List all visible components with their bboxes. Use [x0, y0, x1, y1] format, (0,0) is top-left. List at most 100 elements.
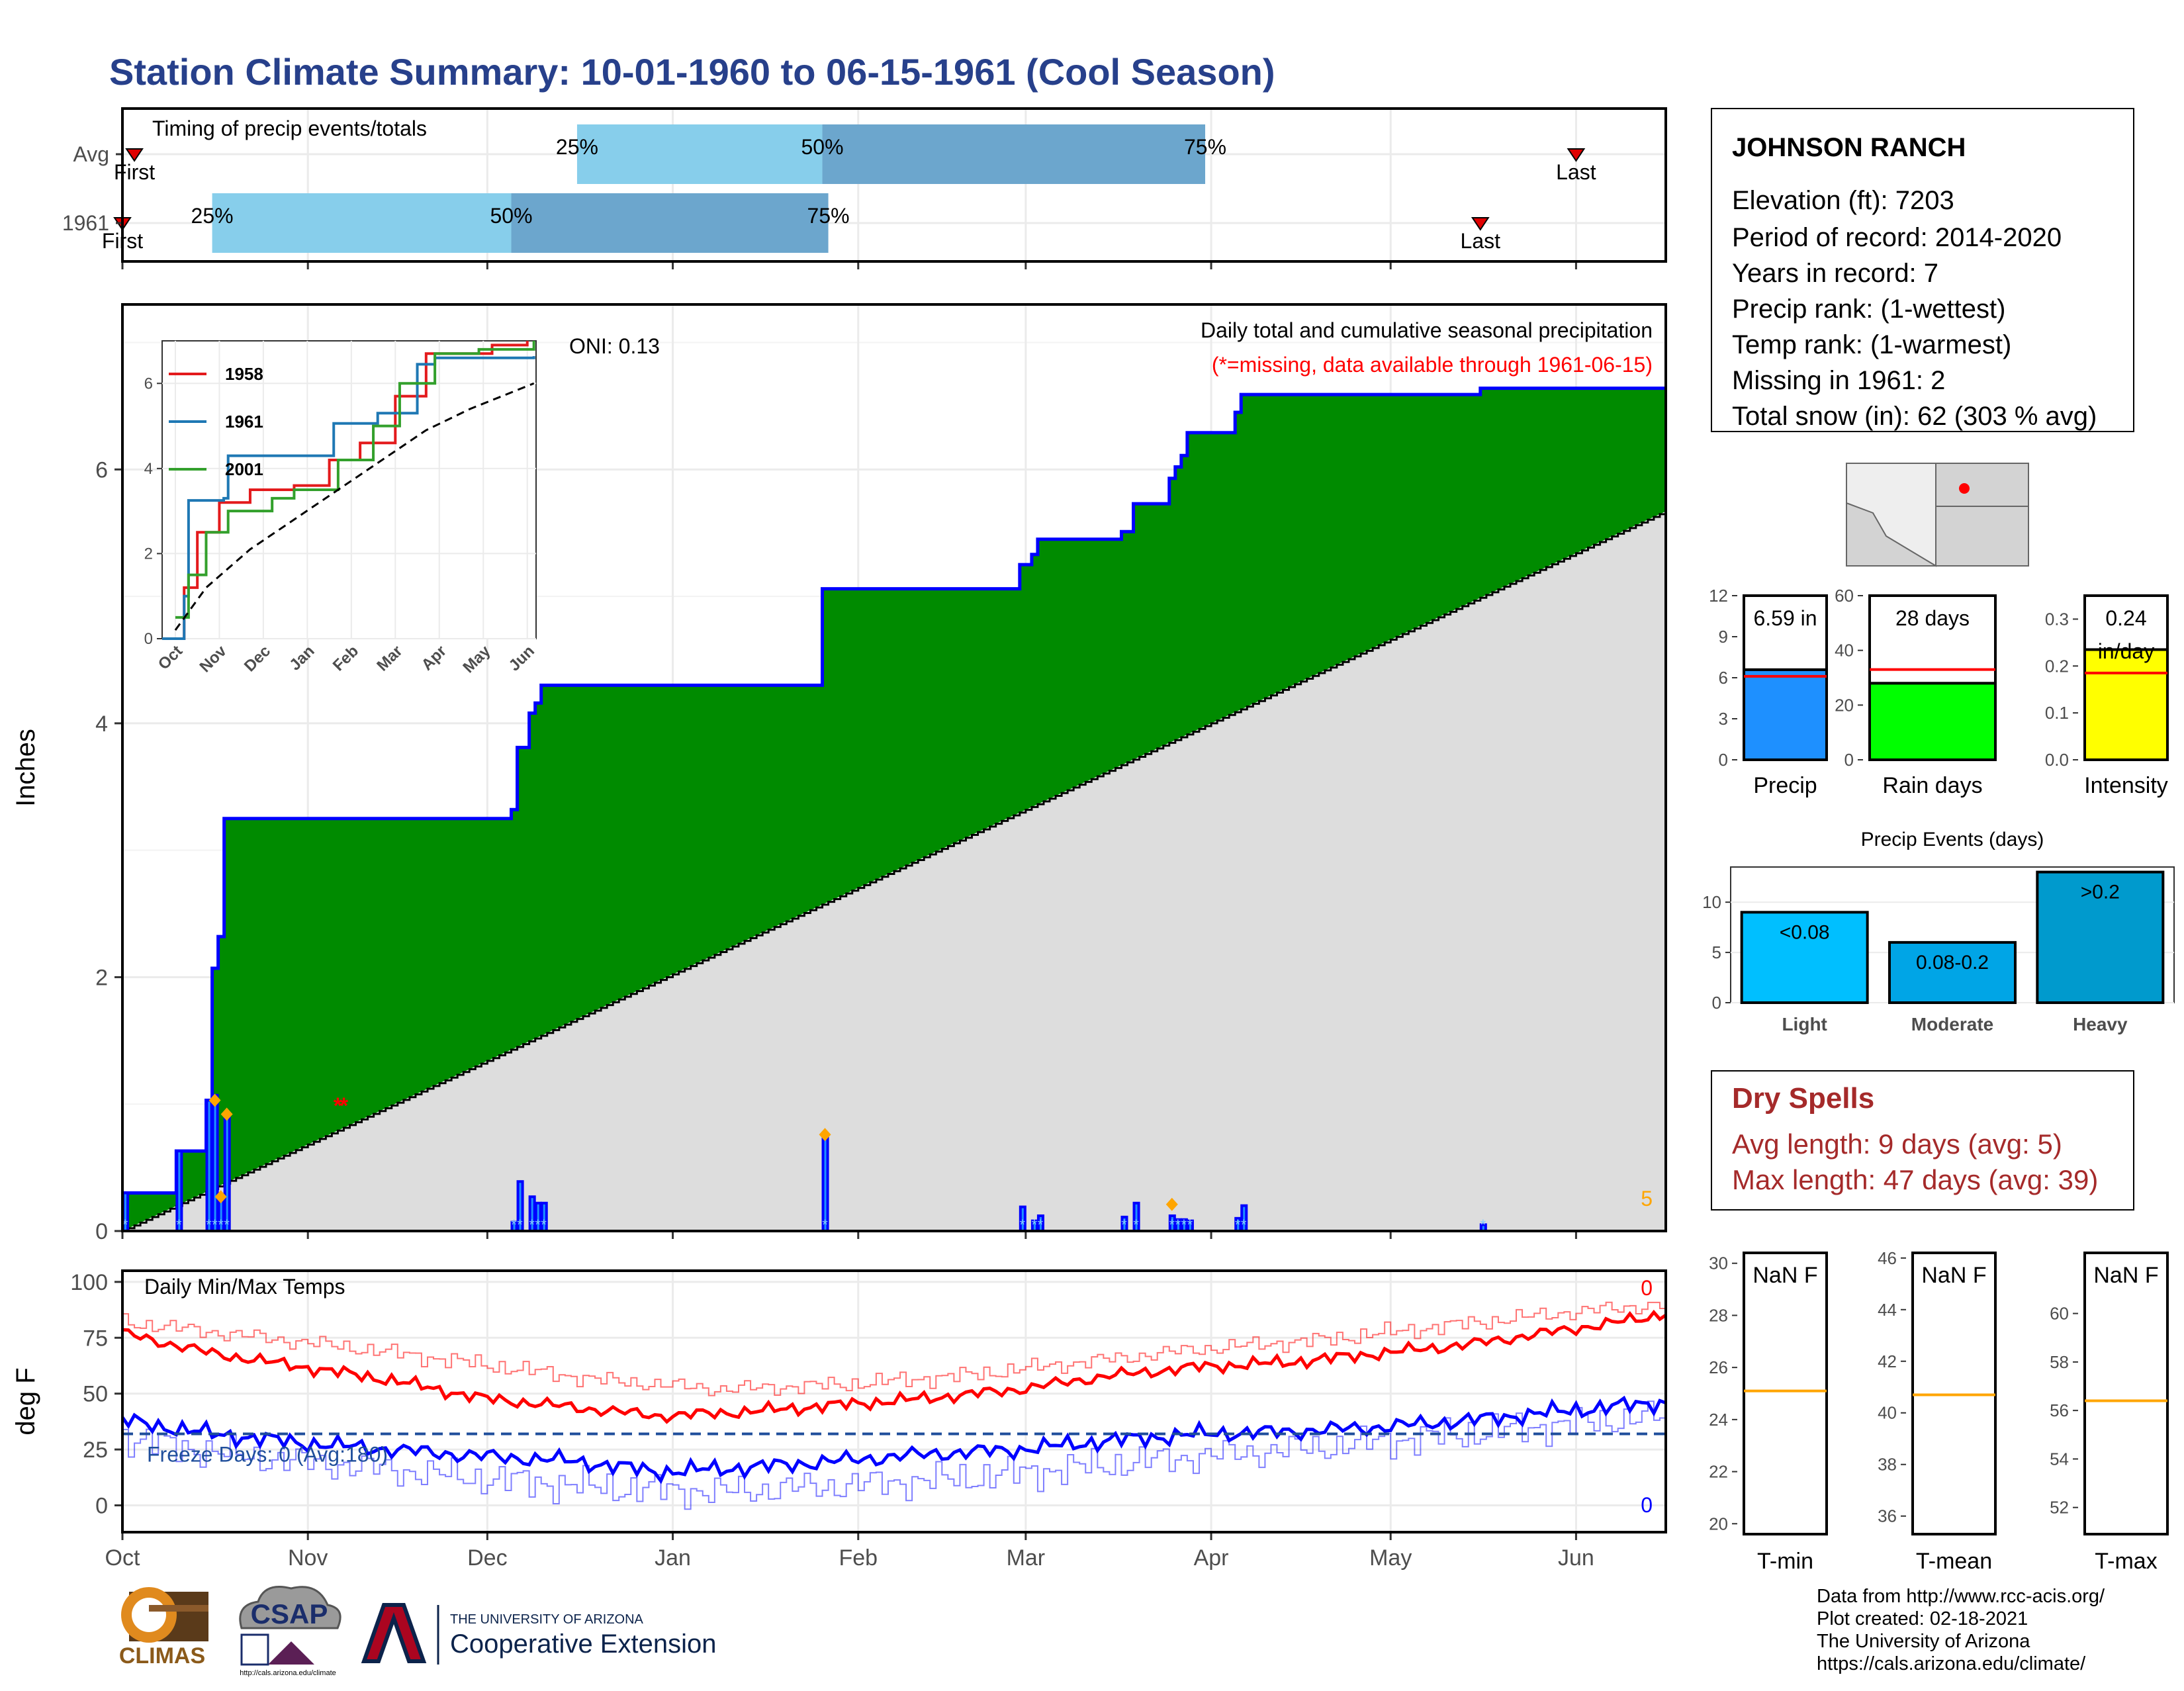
- season-bar-y-tick-label: 6: [1719, 668, 1728, 688]
- precip-events-y-tick-label: 5: [1712, 942, 1721, 962]
- temp-box-y-tick-label: 54: [2050, 1449, 2069, 1469]
- precip-events-y-tick-label: 10: [1702, 892, 1721, 912]
- station-missing: Missing in 1961: 2: [1732, 366, 1946, 395]
- station-precip-rank: Precip rank: (1-wettest): [1732, 295, 2006, 324]
- csap-wordmark: CSAP: [251, 1598, 328, 1629]
- ua-extension: Cooperative Extension: [450, 1629, 716, 1659]
- station-snow: Total snow (in): 62 (303 % avg): [1732, 402, 2097, 431]
- timing-bar-p50-p75: [511, 193, 829, 253]
- dry-spells-title: Dry Spells: [1732, 1082, 1875, 1115]
- season-bar-y-tick-label: 12: [1709, 586, 1728, 606]
- dry-spells-max: Max length: 47 days (avg: 39): [1732, 1164, 2099, 1195]
- temp-box-y-tick-label: 28: [1709, 1305, 1728, 1325]
- first-event-label: First: [114, 160, 155, 184]
- inset-legend-label: 1961: [225, 412, 263, 432]
- precip-day-marker: *: [1235, 1216, 1241, 1233]
- season-bar-fill: [2083, 648, 2169, 761]
- precip-event-bar: [2036, 870, 2165, 1005]
- snow-marker: [208, 1093, 221, 1107]
- precip-event-bar-label: <0.08: [1780, 921, 1830, 943]
- precip-day-marker: *: [1169, 1216, 1175, 1233]
- precip-day-marker: *: [1038, 1216, 1044, 1233]
- inset-y-tick-label: 4: [144, 460, 153, 478]
- dry-spells-box: Dry Spells Avg length: 9 days (avg: 5) M…: [1711, 1070, 2134, 1211]
- temp-x-tick-label: Dec: [467, 1545, 507, 1571]
- precip-y-tick-label: 6: [95, 457, 108, 482]
- temp-box-y-tick-label: 46: [1878, 1248, 1897, 1268]
- ua-name: THE UNIVERSITY OF ARIZONA: [450, 1612, 644, 1627]
- inset-y-tick-label: 6: [144, 375, 153, 392]
- temp-x-tick-label: Jan: [655, 1545, 691, 1571]
- season-bar-y-tick-label: 0.0: [2045, 750, 2069, 770]
- temp-x-tick-label: May: [1369, 1545, 1412, 1571]
- precip-day-marker: *: [218, 1216, 224, 1233]
- temp-y-tick-label: 0: [95, 1493, 108, 1518]
- temp-box: [2083, 1252, 2169, 1535]
- season-bar-y-tick-label: 9: [1719, 627, 1728, 647]
- timing-label-25: 25%: [556, 135, 598, 159]
- timing-bar-p25-p50: [576, 124, 823, 184]
- season-bar-y-tick-label: 0: [1844, 750, 1854, 770]
- season-bar-y-tick-label: 0: [1719, 750, 1728, 770]
- timing-panel-border: [121, 107, 1667, 263]
- temp-x-tick-label: Jun: [1558, 1545, 1594, 1571]
- temp-box-y-tick-label: 30: [1709, 1254, 1728, 1273]
- precip-events-y-tick-label: 0: [1712, 993, 1721, 1013]
- temp-box-value-label: NaN F: [2093, 1263, 2158, 1288]
- precip-day-marker: *: [535, 1216, 541, 1233]
- snow-count-label: 5: [1641, 1187, 1653, 1211]
- inset-legend-label: 1958: [225, 364, 263, 384]
- temp-box-y-tick-label: 20: [1709, 1514, 1728, 1533]
- precip-event-bar-label: 0.08-0.2: [1916, 952, 1989, 974]
- temp-y-tick-label: 100: [70, 1270, 108, 1295]
- precip-day-marker: *: [541, 1216, 547, 1233]
- cumulative-precip-area: [122, 388, 1666, 1231]
- season-bar-y-tick-label: 0.1: [2045, 703, 2069, 723]
- season-bar-y-tick-label: 3: [1719, 709, 1728, 729]
- temp-box-y-tick-label: 24: [1709, 1410, 1728, 1430]
- tmin-daily-line: [120, 1395, 1666, 1485]
- precip-day-marker: *: [1187, 1216, 1193, 1233]
- temp-box-y-tick-label: 42: [1878, 1351, 1897, 1371]
- last-event-marker: [1471, 217, 1490, 231]
- season-bar-y-tick-label: 60: [1835, 586, 1854, 606]
- csap-url: http://cals.arizona.edu/climate: [240, 1669, 336, 1677]
- precip-day-marker: *: [224, 1216, 230, 1233]
- last-event-label: Last: [1461, 229, 1501, 253]
- precip-day-marker: *: [511, 1216, 517, 1233]
- inset-y-tick-label: 2: [144, 545, 153, 563]
- temp-box-y-tick-label: 36: [1878, 1506, 1897, 1526]
- precip-day-marker: *: [822, 1216, 828, 1233]
- snow-marker: [214, 1190, 227, 1204]
- precip-event-category-label: Moderate: [1911, 1014, 1993, 1034]
- precip-day-marker: *: [1241, 1216, 1247, 1233]
- last-event-marker: [1567, 148, 1586, 162]
- season-bar-category-label: Intensity: [2084, 773, 2168, 798]
- climas-logo: CLIMAS: [109, 1578, 215, 1678]
- season-bar-value-label: 6.59 in: [1753, 606, 1817, 630]
- cumulative-precip-line: [122, 387, 1666, 1195]
- station-info-box: JOHNSON RANCH Elevation (ft): 7203 Perio…: [1711, 108, 2134, 432]
- temp-box-category-label: T-min: [1757, 1549, 1813, 1574]
- season-bar-box: [1743, 594, 1828, 671]
- last-event-label: Last: [1556, 160, 1596, 184]
- timing-bar-p50-p75: [822, 124, 1206, 184]
- precip-day-marker: *: [1121, 1216, 1127, 1233]
- temp-x-tick-label: Mar: [1007, 1545, 1046, 1571]
- temp-box-y-tick-label: 40: [1878, 1403, 1897, 1423]
- precip-day-marker: *: [1133, 1216, 1139, 1233]
- season-bar-box: [2083, 594, 2169, 651]
- timing-label-75: 75%: [807, 204, 850, 228]
- temp-box-y-tick-label: 56: [2050, 1400, 2069, 1420]
- snow-marker: [1165, 1197, 1178, 1211]
- season-bar-category-label: Precip: [1753, 773, 1817, 798]
- dry-spells-avg: Avg length: 9 days (avg: 5): [1732, 1128, 2062, 1160]
- freeze-days-annotation: Freeze Days: 0 (Avg:180): [147, 1442, 388, 1466]
- season-bar-category-label: Rain days: [1882, 773, 1982, 798]
- temp-y-tick-label: 50: [83, 1382, 108, 1407]
- inset-normal-line: [174, 382, 535, 631]
- temp-box-y-tick-label: 22: [1709, 1462, 1728, 1482]
- credits-block: Data from http://www.rcc-acis.org/ Plot …: [1817, 1585, 2105, 1675]
- snow-marker: [819, 1128, 831, 1142]
